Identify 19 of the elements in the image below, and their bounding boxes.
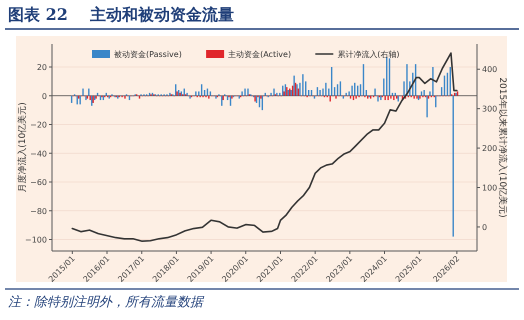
- y-axis-title: 月度净流入(10亿美元): [17, 102, 28, 193]
- y-tick-label: −80: [30, 206, 47, 216]
- chart-title: 图表 22 主动和被动资金流量: [8, 5, 234, 24]
- y2-tick-label: 300: [482, 104, 498, 114]
- legend-label: 主动资金(Active): [228, 50, 292, 59]
- y2-axis-title: 2015年以来累计净流入(10亿美元): [497, 77, 508, 218]
- y-tick-label: −20: [30, 120, 47, 130]
- y2-tick-label: 200: [482, 144, 498, 154]
- legend-label: 被动资金(Passive): [114, 50, 182, 59]
- y-tick-label: −40: [30, 149, 47, 158]
- y2-tick-label: 100: [482, 184, 498, 193]
- legend-label: 累计净流入(右轴): [337, 50, 400, 59]
- text: 注：除特别注明外，所有流量数据: [8, 294, 205, 310]
- y-tick-label: −60: [30, 178, 47, 187]
- y-tick-label: −100: [25, 236, 47, 244]
- y-tick-label: 0: [42, 92, 47, 101]
- y-tick-label: 20: [36, 63, 47, 72]
- y2-tick-label: 0: [482, 222, 488, 232]
- y2-tick-label: 400: [482, 65, 498, 74]
